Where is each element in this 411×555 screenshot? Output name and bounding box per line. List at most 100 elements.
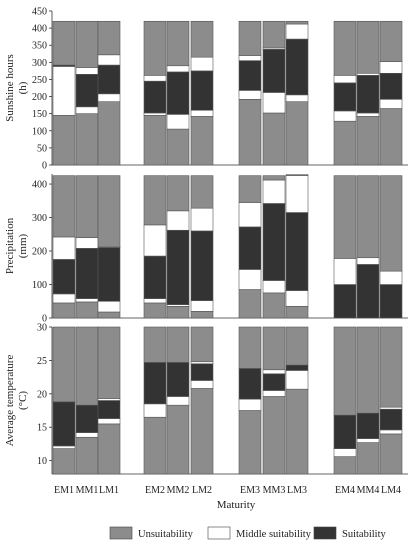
bar-segment-lm4-suitability	[379, 284, 403, 319]
bar-segment-mm3-middle	[262, 280, 286, 294]
bar-segment-lm3-unsuitability	[285, 101, 309, 166]
bar-segment-em3-middle	[238, 90, 262, 100]
y-tick-label: 200	[32, 247, 47, 258]
bar-segment-mm3-unsuitability	[262, 175, 286, 181]
bar-segment-lm2-unsuitability	[190, 175, 214, 209]
bar-segment-lm3-middle	[285, 23, 309, 40]
bar-segment-lm2-middle	[190, 361, 214, 365]
x-tick-label: MM1	[76, 485, 99, 496]
x-tick-label: LM4	[381, 485, 401, 496]
bar-segment-em4-middle	[333, 75, 357, 84]
bar-segment-em3-unsuitability	[238, 326, 262, 369]
y-axis-title: (mm)	[17, 233, 29, 258]
bar-segment-mm4-unsuitability	[356, 442, 380, 475]
bar-segment-mm4-unsuitability	[356, 326, 380, 414]
bar-segment-mm1-middle	[75, 67, 99, 75]
bar-segment-mm1-unsuitability	[75, 301, 99, 319]
bar-segment-mm4-suitability	[356, 264, 380, 319]
bar-segment-lm3-suitability	[285, 38, 309, 96]
bar-segment-lm2-suitability	[190, 363, 214, 381]
bar-segment-lm4-unsuitability	[379, 20, 403, 62]
bar-segment-lm1-unsuitability	[97, 423, 121, 475]
y-tick-label: 15	[37, 423, 47, 434]
bar-segment-lm4-suitability	[379, 72, 403, 100]
bar-segment-lm3-unsuitability	[285, 305, 309, 319]
bar-segment-mm4-middle	[356, 112, 380, 117]
bar-segment-mm3-suitability	[262, 373, 286, 391]
bar-segment-mm4-unsuitability	[356, 175, 380, 259]
y-tick-label: 100	[32, 126, 47, 137]
bar-segment-em2-unsuitability	[143, 302, 167, 319]
bar-segment-lm4-middle	[379, 406, 403, 410]
y-tick-label: 250	[32, 75, 47, 86]
bar-segment-lm1-unsuitability	[97, 20, 121, 56]
bar-segment-lm4-middle	[379, 429, 403, 435]
bar-segment-mm1-suitability	[75, 248, 99, 299]
y-tick-label: 150	[32, 109, 47, 120]
bar-segment-mm4-suitability	[356, 412, 380, 439]
bar-segment-mm3-middle	[262, 179, 286, 204]
y-tick-label: 300	[32, 58, 47, 69]
bar-segment-mm2-suitability	[166, 71, 190, 115]
bar-segment-em4-middle	[333, 258, 357, 285]
bar-segment-lm3-unsuitability	[285, 388, 309, 475]
bar-segment-em1-middle	[52, 66, 76, 116]
bar-segment-em1-unsuitability	[52, 302, 76, 319]
bar-segment-mm2-suitability	[166, 229, 190, 305]
bar-segment-mm1-middle	[75, 237, 99, 249]
legend-swatch-middle	[207, 526, 231, 540]
y-tick-label: 400	[32, 24, 47, 35]
bar-segment-em4-suitability	[333, 82, 357, 112]
y-tick-label: 450	[32, 7, 47, 18]
bar-segment-em4-middle	[333, 110, 357, 122]
y-tick-label: 400	[32, 180, 47, 191]
bar-segment-em3-middle	[238, 269, 262, 290]
bar-segment-em4-unsuitability	[333, 175, 357, 259]
bar-segment-em1-unsuitability	[52, 326, 76, 403]
bar-segment-mm3-unsuitability	[262, 112, 286, 166]
bar-segment-mm2-middle	[166, 114, 190, 130]
bar-segment-lm1-unsuitability	[97, 326, 121, 399]
bar-segment-em1-unsuitability	[52, 115, 76, 166]
bar-segment-lm1-middle	[97, 54, 121, 66]
panel-1: 0 50 100 150 200 250 300 350 400 450 Sunshine hour…	[4, 7, 408, 172]
bar-segment-mm3-middle	[262, 390, 286, 397]
bar-segment-em2-middle	[143, 298, 167, 304]
bar-segment-em3-unsuitability	[238, 20, 262, 56]
bar-segment-lm2-middle	[190, 380, 214, 389]
bar-segment-mm1-middle	[75, 298, 99, 303]
bar-segment-em2-suitability	[143, 80, 167, 114]
bar-segment-mm3-unsuitability	[262, 396, 286, 475]
bar-segment-em3-middle	[238, 202, 262, 228]
bar-segment-em1-middle	[52, 445, 76, 449]
bar-segment-lm4-unsuitability	[379, 433, 403, 475]
bar-segment-lm4-unsuitability	[379, 175, 403, 272]
bar-segment-lm3-unsuitability	[285, 20, 309, 25]
bar-segment-mm1-unsuitability	[75, 20, 99, 68]
y-tick-label: 350	[32, 41, 47, 52]
x-tick-label: EM2	[145, 485, 165, 496]
bar-segment-em1-unsuitability	[52, 20, 76, 66]
bar-segment-lm4-suitability	[379, 408, 403, 431]
bar-segment-mm3-middle	[262, 92, 286, 114]
bar-segment-mm4-unsuitability	[356, 20, 380, 74]
bar-segment-em2-unsuitability	[143, 326, 167, 363]
bar-segment-lm2-middle	[190, 207, 214, 232]
x-tick-label: MM2	[167, 485, 190, 496]
bar-segment-em2-middle	[143, 224, 167, 257]
bar-segment-em2-unsuitability	[143, 20, 167, 76]
bar-segment-lm3-middle	[285, 290, 309, 307]
bar-segment-mm1-middle	[75, 432, 99, 438]
bar-segment-lm3-suitability	[285, 212, 309, 291]
bar-segment-lm2-suitability	[190, 230, 214, 301]
bar-segment-mm1-unsuitability	[75, 175, 99, 238]
bar-segment-em4-unsuitability	[333, 326, 357, 416]
bar-segment-mm2-middle	[166, 396, 190, 406]
legend: Unsuitability Middle suitability Suitabili…	[109, 526, 387, 540]
bar-segment-lm2-middle	[190, 300, 214, 312]
bar-segment-mm3-suitability	[262, 49, 286, 93]
bar-segment-mm2-unsuitability	[166, 305, 190, 319]
bar-segment-em4-unsuitability	[333, 456, 357, 475]
bar-segment-lm3-unsuitability	[285, 326, 309, 366]
bar-segment-lm3-middle	[285, 175, 309, 213]
